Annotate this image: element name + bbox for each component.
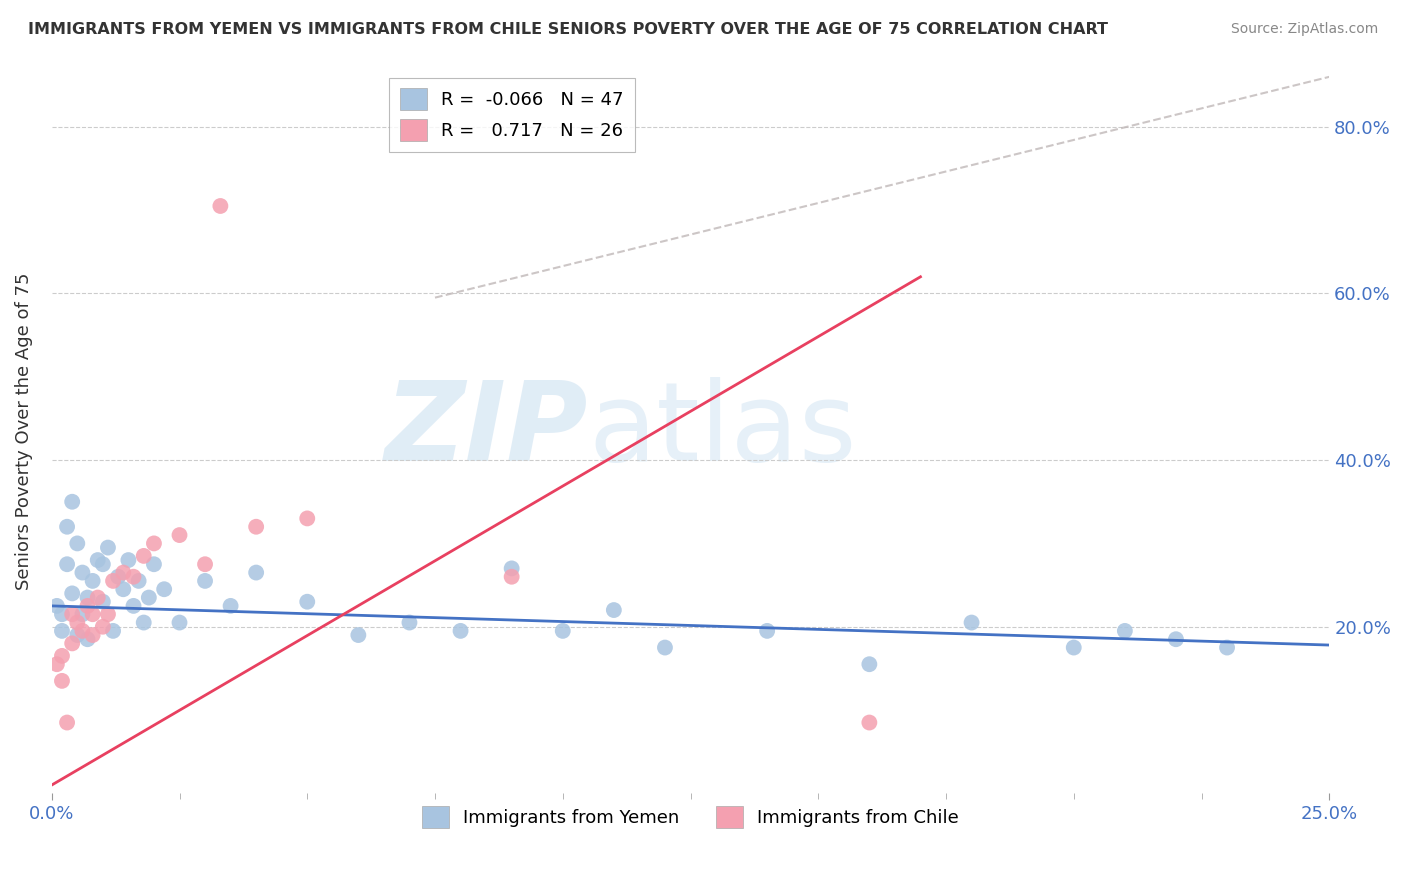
Point bbox=[245, 566, 267, 580]
Point bbox=[60, 607, 83, 622]
Point bbox=[122, 570, 145, 584]
Point bbox=[169, 615, 191, 630]
Point bbox=[66, 628, 89, 642]
Point bbox=[45, 599, 67, 613]
Point bbox=[209, 199, 232, 213]
Point bbox=[101, 624, 124, 638]
Point bbox=[107, 570, 129, 584]
Point bbox=[297, 595, 319, 609]
Point bbox=[91, 595, 114, 609]
Point bbox=[56, 715, 79, 730]
Point bbox=[960, 615, 983, 630]
Point bbox=[60, 495, 83, 509]
Point bbox=[501, 570, 523, 584]
Point bbox=[97, 541, 120, 555]
Point bbox=[858, 657, 880, 672]
Text: ZIP: ZIP bbox=[385, 377, 588, 484]
Point bbox=[245, 520, 267, 534]
Point bbox=[138, 591, 160, 605]
Point bbox=[1216, 640, 1239, 655]
Point bbox=[60, 586, 83, 600]
Text: atlas: atlas bbox=[588, 377, 856, 484]
Point bbox=[82, 574, 104, 588]
Point bbox=[347, 628, 370, 642]
Point bbox=[1164, 632, 1187, 647]
Point bbox=[56, 520, 79, 534]
Point bbox=[51, 673, 73, 688]
Point bbox=[117, 553, 139, 567]
Point bbox=[45, 657, 67, 672]
Point bbox=[756, 624, 779, 638]
Point bbox=[297, 511, 319, 525]
Point bbox=[219, 599, 242, 613]
Point bbox=[194, 558, 217, 572]
Point bbox=[654, 640, 676, 655]
Point bbox=[858, 715, 880, 730]
Point bbox=[66, 615, 89, 630]
Point bbox=[450, 624, 472, 638]
Point bbox=[51, 648, 73, 663]
Point bbox=[132, 549, 155, 563]
Point bbox=[87, 553, 110, 567]
Point bbox=[169, 528, 191, 542]
Point bbox=[82, 628, 104, 642]
Point bbox=[122, 599, 145, 613]
Point bbox=[76, 599, 98, 613]
Point bbox=[76, 632, 98, 647]
Point bbox=[87, 591, 110, 605]
Point bbox=[142, 558, 165, 572]
Point bbox=[551, 624, 574, 638]
Point bbox=[56, 558, 79, 572]
Point bbox=[72, 624, 94, 638]
Point bbox=[72, 607, 94, 622]
Y-axis label: Seniors Poverty Over the Age of 75: Seniors Poverty Over the Age of 75 bbox=[15, 272, 32, 590]
Point bbox=[51, 607, 73, 622]
Legend: Immigrants from Yemen, Immigrants from Chile: Immigrants from Yemen, Immigrants from C… bbox=[415, 798, 966, 835]
Point bbox=[1063, 640, 1085, 655]
Text: IMMIGRANTS FROM YEMEN VS IMMIGRANTS FROM CHILE SENIORS POVERTY OVER THE AGE OF 7: IMMIGRANTS FROM YEMEN VS IMMIGRANTS FROM… bbox=[28, 22, 1108, 37]
Point bbox=[501, 561, 523, 575]
Point bbox=[91, 558, 114, 572]
Point bbox=[91, 620, 114, 634]
Point bbox=[194, 574, 217, 588]
Point bbox=[398, 615, 420, 630]
Point bbox=[142, 536, 165, 550]
Text: Source: ZipAtlas.com: Source: ZipAtlas.com bbox=[1230, 22, 1378, 37]
Point bbox=[603, 603, 626, 617]
Point bbox=[76, 591, 98, 605]
Point bbox=[60, 636, 83, 650]
Point bbox=[66, 536, 89, 550]
Point bbox=[132, 615, 155, 630]
Point bbox=[101, 574, 124, 588]
Point bbox=[112, 566, 135, 580]
Point bbox=[128, 574, 150, 588]
Point bbox=[112, 582, 135, 597]
Point bbox=[153, 582, 176, 597]
Point bbox=[82, 607, 104, 622]
Point bbox=[72, 566, 94, 580]
Point bbox=[1114, 624, 1136, 638]
Point bbox=[97, 607, 120, 622]
Point bbox=[51, 624, 73, 638]
